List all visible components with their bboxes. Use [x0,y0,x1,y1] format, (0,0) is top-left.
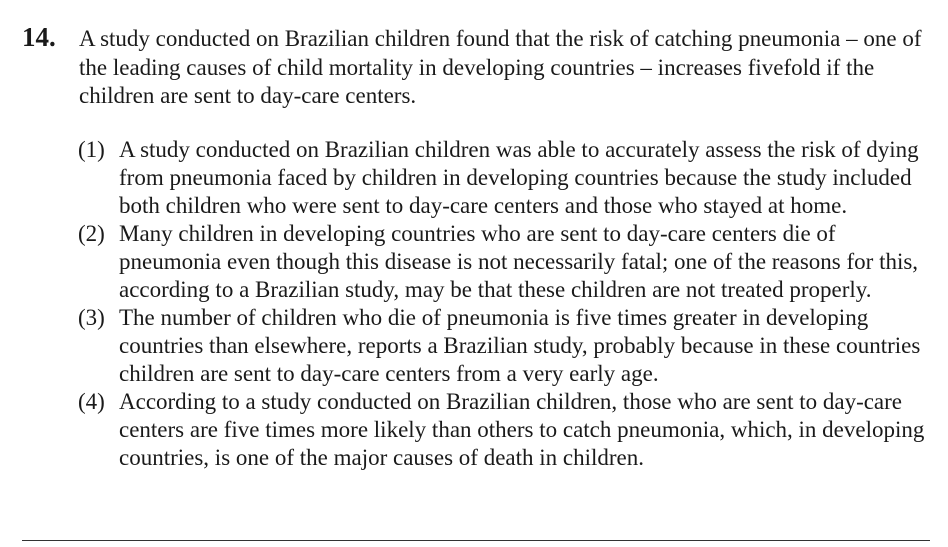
answer-options: (1) A study conducted on Brazilian child… [78,136,928,472]
option-text: According to a study conducted on Brazil… [119,389,925,470]
bottom-divider [22,540,930,541]
option-label: (3) [78,305,105,330]
answer-option-2[interactable]: (2) Many children in developing countrie… [78,220,928,304]
answer-option-1[interactable]: (1) A study conducted on Brazilian child… [78,136,928,220]
option-label: (1) [78,137,105,162]
option-label: (4) [78,389,105,414]
option-text: The number of children who die of pneumo… [119,305,921,386]
answer-option-3[interactable]: (3) The number of children who die of pn… [78,304,928,388]
option-text: Many children in developing countries wh… [119,221,919,302]
question-number: 14. [22,22,56,52]
question-stem: A study conducted on Brazilian children … [79,26,922,108]
option-text: A study conducted on Brazilian children … [119,137,919,218]
option-label: (2) [78,221,105,246]
answer-option-4[interactable]: (4) According to a study conducted on Br… [78,388,928,472]
